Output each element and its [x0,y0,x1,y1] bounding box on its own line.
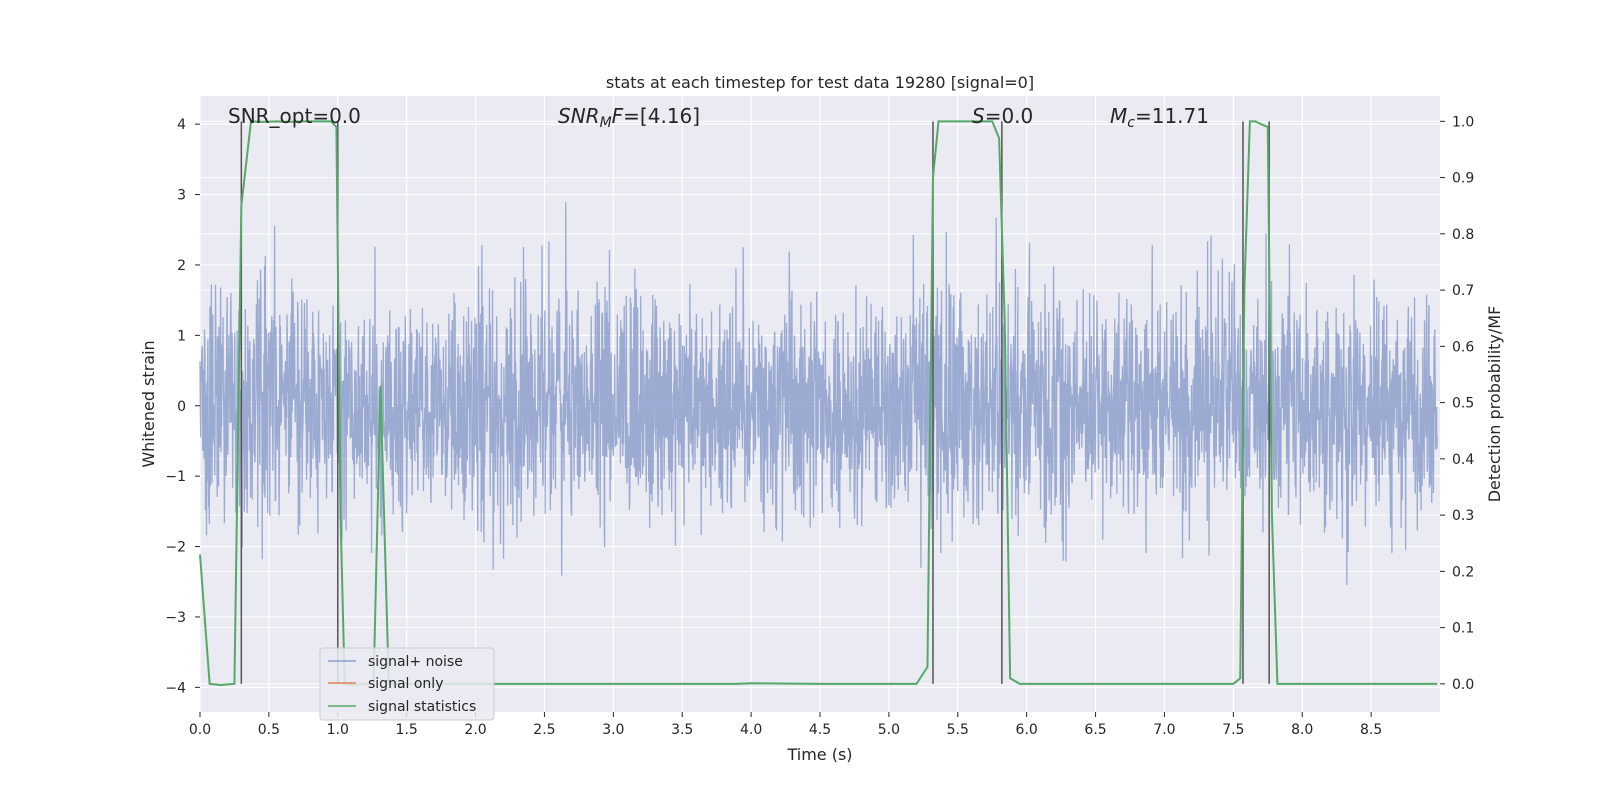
x-tick-label-1: 0.5 [258,722,280,738]
chart-title: stats at each timestep for test data 192… [606,73,1034,92]
snr-mf-sub: M [600,115,612,131]
x-tick-label-2: 1.0 [327,722,349,738]
y-right-tick-label-6: 0.6 [1452,339,1474,355]
y-left-tick-label-7: 3 [177,188,186,204]
legend-label-signal-only: signal only [368,676,443,692]
y-right-tick-label-5: 0.5 [1452,396,1474,412]
x-tick-label-5: 2.5 [533,722,555,738]
x-tick-label-17: 8.5 [1360,722,1382,738]
y-left-tick-label-3: −1 [165,469,186,485]
annotation-mc: Mc=11.71 [1110,104,1209,131]
legend-label-signal-statistics: signal statistics [368,699,476,715]
y-left-tick-label-5: 1 [177,328,186,344]
y-right-tick-label-0: 0.0 [1452,677,1474,693]
x-tick-label-10: 5.0 [878,722,900,738]
annotation-snr-mf: SNRMF=[4.16] [558,104,700,131]
x-tick-label-3: 1.5 [396,722,418,738]
series-signal-noise [199,202,1438,585]
y-right-tick-label-9: 0.9 [1452,171,1474,187]
y-left-tick-label-0: −4 [165,680,186,696]
x-tick-label-0: 0.0 [189,722,211,738]
y-left-tick-label-2: −2 [165,540,186,556]
annotation-s: S=0.0 [972,104,1033,128]
mc-value: =11.71 [1135,104,1209,128]
y-left-tick-label-4: 0 [177,399,186,415]
y-right-tick-label-8: 0.8 [1452,227,1474,243]
y-axis-label-left: Whitened strain [139,340,158,467]
series-line-signal-noise [199,202,1438,585]
y-left-tick-label-8: 4 [177,117,186,133]
y-right-tick-label-10: 1.0 [1452,114,1474,130]
x-tick-label-9: 4.5 [809,722,831,738]
x-tick-label-16: 8.0 [1291,722,1313,738]
x-tick-label-14: 7.0 [1153,722,1175,738]
x-tick-label-6: 3.0 [602,722,624,738]
x-tick-label-4: 2.0 [464,722,486,738]
s-value: =0.0 [985,104,1034,128]
s-base: S [972,104,985,128]
annotation-snr-opt: SNR_opt=0.0 [228,104,361,128]
legend-label-signal-noise: signal+ noise [368,654,463,670]
series-signal-statistics [199,120,1438,687]
snr-mf-value: =[4.16] [623,104,700,128]
snr-mf-tail: F [612,104,624,128]
y-right-tick-label-2: 0.2 [1452,564,1474,580]
x-tick-label-11: 5.5 [947,722,969,738]
x-tick-label-15: 7.5 [1222,722,1244,738]
legend: signal+ noise signal only signal statist… [319,647,495,721]
x-tick-label-7: 3.5 [671,722,693,738]
y-ticks-right: 0.0 0.1 0.2 0.3 0.4 0.5 0.6 0.7 0.8 0.9 1.0 [1440,114,1474,693]
x-tick-label-8: 4.0 [740,722,762,738]
y-left-tick-label-6: 2 [177,258,186,274]
y-right-tick-label-4: 0.4 [1452,452,1474,468]
legend-box [319,647,495,721]
y-right-tick-label-7: 0.7 [1452,283,1474,299]
x-tick-label-12: 6.0 [1016,722,1038,738]
x-axis-label: Time (s) [786,745,852,764]
y-axis-label-right: Detection probability/MF [1485,306,1504,503]
y-right-tick-label-1: 0.1 [1452,621,1474,637]
y-right-tick-label-3: 0.3 [1452,508,1474,524]
mc-base: M [1110,104,1127,128]
y-ticks-left: −4 −3 −2 −1 0 1 2 3 4 [165,117,200,696]
y-left-tick-label-1: −3 [165,610,186,626]
mc-sub: c [1127,115,1135,131]
x-tick-label-13: 6.5 [1084,722,1106,738]
series-line-signal-statistics [199,120,1438,687]
x-ticks: 0.0 0.5 1.0 1.5 2.0 2.5 3.0 3.5 4.0 4.5 5.0 5.5 6.0 6… [189,712,1382,738]
snr-mf-base: SNR [558,104,600,128]
